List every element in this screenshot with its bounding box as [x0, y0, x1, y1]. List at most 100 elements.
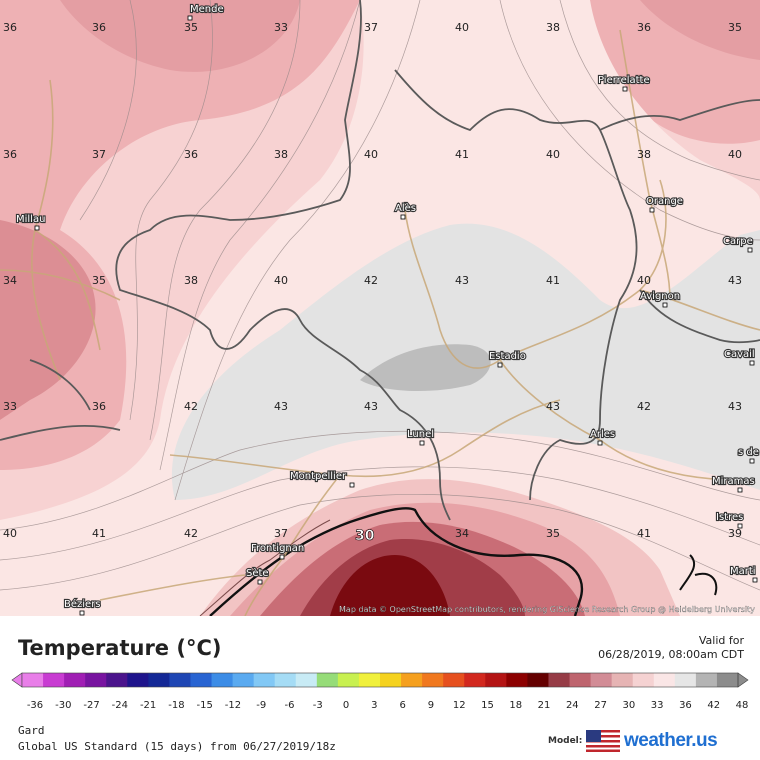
- legend-tick-label: -12: [225, 700, 241, 711]
- legend-tick-label: 36: [679, 700, 692, 711]
- legend-swatch: [548, 673, 571, 687]
- legend-swatch: [653, 673, 676, 687]
- temperature-value: 36: [92, 400, 106, 413]
- temperature-map[interactable]: Mende Millau Alès Pierrelatte Orange Carpe Avi…: [0, 0, 760, 616]
- weather-us-logo[interactable]: weather.us: [586, 728, 746, 754]
- legend-tick-label: -36: [27, 700, 43, 711]
- legend-swatch: [506, 673, 528, 687]
- temperature-value: 37: [364, 21, 378, 34]
- legend-swatch: [127, 673, 149, 687]
- temperature-value: 43: [728, 400, 742, 413]
- legend-tick-label: 33: [651, 700, 664, 711]
- city-marker: [497, 362, 503, 368]
- legend-swatch: [316, 673, 339, 687]
- legend-swatch: [527, 673, 549, 687]
- isotherm-30-label: 30: [355, 528, 375, 544]
- legend-swatch: [253, 673, 276, 687]
- city-marker: [400, 214, 406, 220]
- legend-tick-label: -21: [140, 700, 156, 711]
- temperature-value: 41: [637, 527, 651, 540]
- city-label: Pierrelatte: [598, 75, 650, 86]
- legend-swatch: [485, 673, 507, 687]
- temperature-value: 35: [184, 21, 198, 34]
- temperature-value: 40: [455, 21, 469, 34]
- temperature-value: 33: [274, 21, 288, 34]
- legend-tick-label: 42: [707, 700, 720, 711]
- temperature-value: 43: [274, 400, 288, 413]
- city-label: Estadio: [489, 351, 526, 362]
- legend-swatch: [674, 673, 697, 687]
- map-attribution[interactable]: Map data © OpenStreetMap contributors, r…: [339, 605, 755, 614]
- temperature-value: 36: [3, 21, 17, 34]
- city-label: Frontignan: [251, 543, 304, 554]
- city-marker: [737, 487, 743, 493]
- temperature-value: 34: [455, 527, 469, 540]
- legend-tick-label: -15: [197, 700, 213, 711]
- legend-tick-label: 30: [623, 700, 636, 711]
- city-label: Marti: [730, 566, 756, 577]
- model-run: Global US Standard (15 days) from 06/27/…: [18, 740, 336, 753]
- temperature-value: 40: [728, 148, 742, 161]
- legend-arrow-low: [11, 672, 23, 688]
- city-label: Montpellier: [290, 471, 347, 482]
- temperature-band-30: [330, 555, 450, 616]
- temperature-value: 35: [92, 274, 106, 287]
- legend-tick-label: -24: [112, 700, 128, 711]
- city-label: Alès: [395, 202, 416, 214]
- map-title: Temperature (°C): [18, 636, 222, 660]
- legend-swatch: [611, 673, 634, 687]
- legend-swatch: [358, 673, 381, 687]
- temperature-value: 37: [274, 527, 288, 540]
- legend-tick-label: -9: [256, 700, 266, 711]
- city-label: Lunel: [407, 429, 434, 440]
- legend-swatch: [464, 673, 486, 687]
- city-label: Millau: [16, 214, 45, 225]
- legend-swatch: [148, 673, 170, 687]
- legend-swatch: [22, 673, 44, 687]
- legend-tick-label: 0: [343, 700, 349, 711]
- city-label: Sète: [246, 567, 269, 579]
- temperature-value: 38: [184, 274, 198, 287]
- legend-arrow-high: [737, 672, 749, 688]
- city-marker: [34, 225, 40, 231]
- legend-swatch: [716, 673, 739, 687]
- temperature-value: 43: [728, 274, 742, 287]
- temperature-value: 42: [184, 400, 198, 413]
- legend-swatch: [443, 673, 465, 687]
- city-marker: [257, 579, 263, 585]
- temperature-value: 38: [546, 21, 560, 34]
- temperature-band-35: [60, 0, 300, 72]
- temperature-value: 38: [274, 148, 288, 161]
- city-marker: [349, 482, 355, 488]
- legend-tick-label: -27: [83, 700, 99, 711]
- city-marker: [737, 523, 743, 529]
- city-markers: Mende Millau Alès Pierrelatte Orange Carpe Avi…: [15, 3, 760, 616]
- us-flag-icon: [586, 730, 620, 752]
- legend-swatch: [380, 673, 402, 687]
- city-label: Miramas: [712, 476, 755, 487]
- department-borders: [0, 0, 760, 521]
- city-marker: [662, 302, 668, 308]
- legend-tick-label: 27: [594, 700, 607, 711]
- city-label: Arles: [590, 429, 615, 440]
- map-footer: Temperature (°C) Valid for 06/28/2019, 0…: [0, 616, 760, 760]
- temperature-band-34: [0, 220, 96, 420]
- city-marker: [747, 247, 753, 253]
- temperature-value: 36: [3, 148, 17, 161]
- temperature-value: 40: [3, 527, 17, 540]
- legend-swatch: [43, 673, 65, 687]
- legend-tick-label: 48: [736, 700, 749, 711]
- temperature-value: 42: [184, 527, 198, 540]
- city-label: Istres: [716, 512, 743, 523]
- region-name: Gard: [18, 724, 45, 737]
- legend-swatch: [106, 673, 128, 687]
- legend-tick-label: -6: [285, 700, 295, 711]
- temperature-value: 41: [455, 148, 469, 161]
- city-marker: [597, 440, 603, 446]
- temperature-band-43: [360, 344, 491, 392]
- legend-swatch: [295, 673, 318, 687]
- city-label: s de f: [738, 447, 760, 458]
- city-marker: [419, 440, 425, 446]
- legend-swatch: [169, 673, 191, 687]
- legend-swatch: [64, 673, 86, 687]
